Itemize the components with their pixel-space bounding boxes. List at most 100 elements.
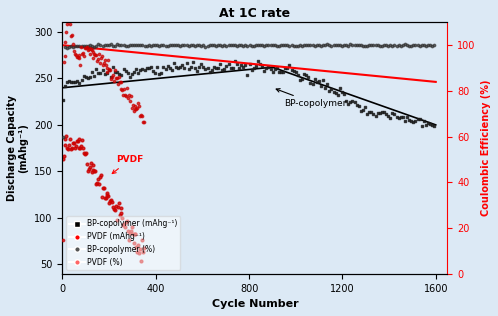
Point: [109, 43, 117, 48]
Point: [264, 43, 272, 48]
Text: BP-copolymer: BP-copolymer: [276, 89, 347, 108]
Point: [187, 42, 195, 47]
Point: [422, 43, 430, 48]
Point: [138, 238, 146, 243]
Point: [127, 229, 135, 234]
Point: [298, 76, 306, 82]
Point: [426, 121, 434, 126]
Point: [304, 74, 312, 79]
Point: [62, 29, 70, 34]
Point: [317, 43, 325, 48]
Point: [199, 65, 207, 70]
Point: [126, 75, 134, 80]
Point: [131, 231, 139, 236]
Point: [405, 43, 413, 48]
Point: [221, 43, 229, 48]
Point: [231, 43, 239, 48]
Point: [88, 47, 96, 52]
Point: [63, 80, 71, 85]
Point: [111, 67, 119, 72]
Point: [368, 110, 375, 115]
Point: [426, 42, 434, 47]
Point: [59, 156, 67, 161]
Point: [128, 103, 136, 108]
Point: [99, 185, 107, 191]
Point: [332, 43, 340, 48]
Point: [231, 59, 239, 64]
Point: [60, 153, 68, 158]
Point: [195, 64, 203, 70]
Point: [340, 42, 348, 47]
Point: [77, 143, 85, 149]
Point: [418, 123, 426, 128]
Point: [73, 78, 81, 83]
Point: [101, 43, 109, 48]
Point: [161, 43, 169, 48]
Point: [368, 43, 375, 48]
Point: [168, 68, 176, 73]
Point: [119, 215, 126, 220]
Point: [101, 58, 109, 63]
Point: [351, 43, 359, 48]
Point: [61, 45, 69, 50]
Point: [264, 64, 272, 69]
Point: [212, 43, 220, 48]
Point: [262, 43, 270, 48]
Point: [85, 166, 93, 171]
Point: [128, 224, 136, 229]
Point: [235, 65, 243, 70]
Point: [138, 66, 146, 71]
Point: [104, 69, 112, 74]
Point: [114, 204, 122, 210]
Point: [382, 112, 390, 117]
Point: [89, 167, 97, 172]
Point: [121, 92, 129, 97]
Point: [271, 67, 279, 72]
Point: [94, 177, 102, 182]
Point: [409, 119, 417, 124]
Point: [59, 135, 67, 140]
Point: [129, 240, 137, 245]
Point: [334, 43, 342, 48]
Point: [90, 44, 98, 49]
Point: [108, 199, 116, 204]
Point: [416, 117, 424, 122]
Point: [109, 65, 117, 70]
Point: [92, 182, 100, 187]
Point: [388, 111, 396, 116]
Point: [260, 68, 268, 73]
Point: [100, 185, 108, 191]
Point: [290, 43, 298, 48]
Point: [87, 47, 95, 52]
Point: [206, 43, 214, 48]
Point: [378, 110, 386, 115]
Point: [214, 66, 222, 71]
Point: [235, 42, 243, 47]
Point: [397, 115, 405, 120]
Point: [178, 43, 186, 48]
Point: [82, 46, 90, 51]
Point: [61, 143, 69, 148]
Title: At 1C rate: At 1C rate: [219, 7, 290, 20]
Point: [296, 77, 304, 82]
Point: [85, 46, 93, 51]
Point: [147, 43, 155, 48]
Point: [134, 101, 142, 106]
Point: [370, 111, 377, 116]
Point: [67, 80, 75, 85]
Point: [189, 43, 197, 48]
Point: [357, 109, 365, 114]
Point: [70, 140, 78, 145]
Point: [223, 63, 231, 68]
Point: [266, 43, 274, 48]
Point: [273, 66, 281, 71]
Point: [294, 72, 302, 77]
Point: [90, 74, 98, 79]
Point: [208, 42, 216, 47]
Point: [83, 44, 91, 49]
Point: [69, 141, 77, 146]
Point: [248, 68, 255, 73]
Point: [159, 43, 167, 48]
Point: [401, 118, 409, 124]
Point: [64, 146, 72, 151]
